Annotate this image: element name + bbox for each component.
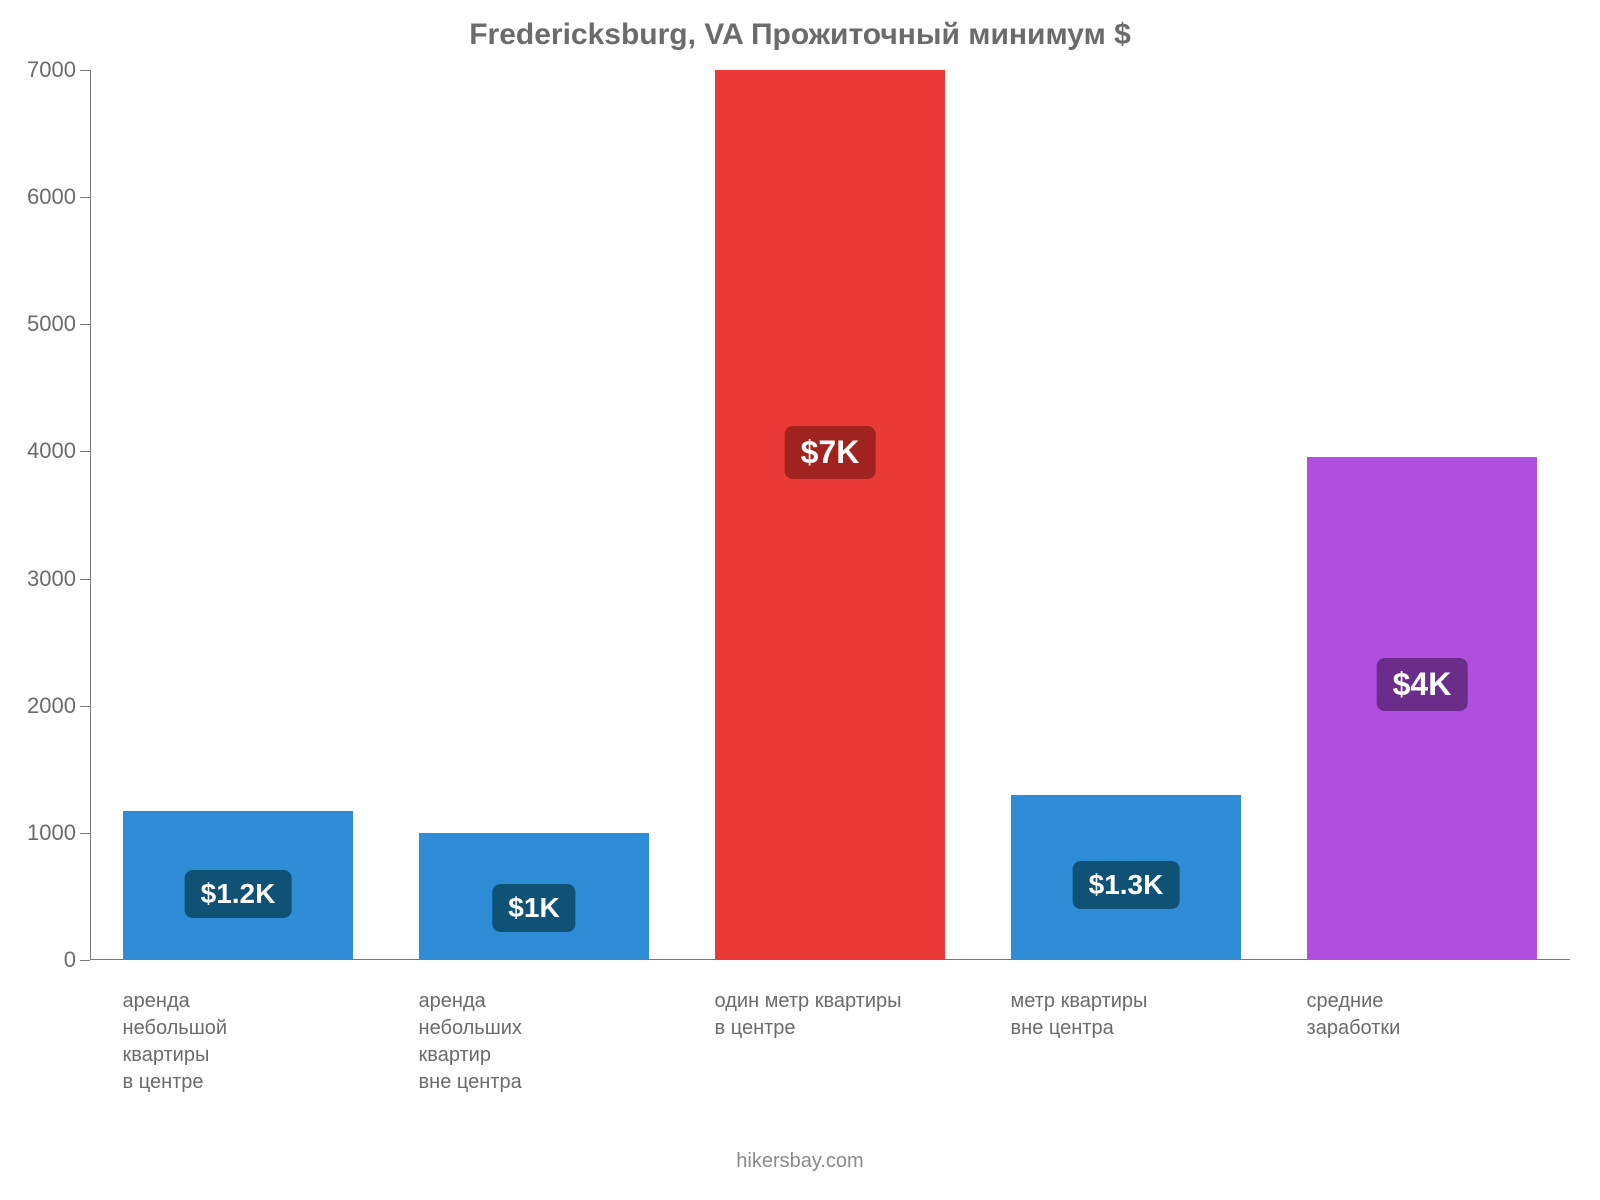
chart-title: Fredericksburg, VA Прожиточный минимум $ xyxy=(0,18,1600,52)
y-axis-label: 5000 xyxy=(27,311,90,337)
bar: $4K xyxy=(1307,457,1538,960)
x-axis-label: аренда небольших квартир вне центра xyxy=(419,960,650,1096)
y-axis-label: 1000 xyxy=(27,820,90,846)
bar-value-badge: $1.2K xyxy=(185,870,292,918)
y-axis-label: 7000 xyxy=(27,57,90,83)
plot-area: 01000200030004000500060007000$1.2Kаренда… xyxy=(90,70,1570,960)
x-axis-label: средние заработки xyxy=(1307,960,1538,1042)
y-axis-label: 2000 xyxy=(27,693,90,719)
y-axis-label: 4000 xyxy=(27,438,90,464)
x-axis-label: метр квартиры вне центра xyxy=(1011,960,1242,1042)
bar: $1.3K xyxy=(1011,795,1242,960)
bar: $1.2K xyxy=(123,811,354,960)
bar-value-badge: $4K xyxy=(1377,658,1468,711)
x-axis-label: один метр квартиры в центре xyxy=(715,960,946,1042)
y-axis-label: 0 xyxy=(64,947,90,973)
chart-footer: hikersbay.com xyxy=(0,1150,1600,1173)
bar: $1K xyxy=(419,833,650,960)
y-axis-line xyxy=(90,70,91,960)
x-axis-label: аренда небольшой квартиры в центре xyxy=(123,960,354,1096)
y-axis-label: 3000 xyxy=(27,566,90,592)
bar-value-badge: $1K xyxy=(492,884,575,932)
bar-value-badge: $1.3K xyxy=(1073,861,1180,909)
bar: $7K xyxy=(715,70,946,960)
y-axis-label: 6000 xyxy=(27,184,90,210)
chart-container: Fredericksburg, VA Прожиточный минимум $… xyxy=(0,0,1600,1200)
bar-value-badge: $7K xyxy=(785,426,876,479)
